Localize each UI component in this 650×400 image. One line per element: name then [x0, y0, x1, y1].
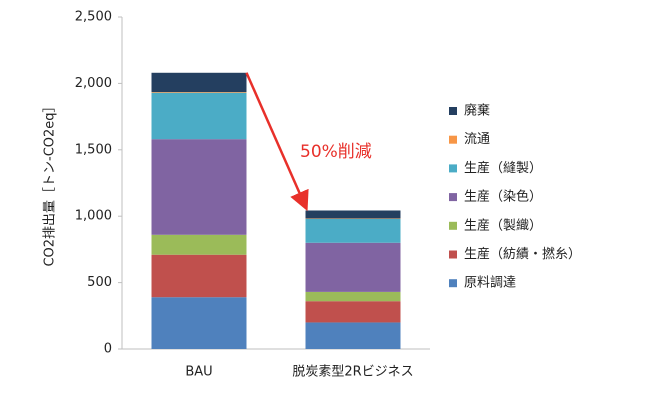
bar-segment: [305, 242, 401, 292]
legend-label: 原料調達: [464, 276, 516, 291]
legend-swatch: [449, 107, 457, 115]
reduction-arrow: [245, 72, 309, 212]
y-tick-label: 2,500: [75, 10, 112, 25]
legend-swatch: [449, 193, 457, 202]
bar-segment: [151, 72, 247, 93]
legend-label: 生産（染色）: [464, 189, 542, 205]
bar-segment: [151, 234, 247, 255]
legend-label: 廃棄: [464, 103, 490, 119]
y-tick-label: 1,500: [75, 142, 112, 157]
legend-label: 生産（製織）: [464, 217, 542, 233]
y-axis-label: CO2排出量［トン-CO2eq］: [43, 99, 58, 266]
y-tick-label: 0: [104, 342, 112, 357]
bar-segment: [151, 92, 247, 93]
legend-label: 生産（縫製）: [464, 160, 542, 176]
x-tick-label: BAU: [185, 365, 212, 380]
bar-segment: [151, 297, 247, 349]
bar-segment: [305, 291, 401, 302]
y-tick-label: 500: [87, 275, 112, 290]
bar-segment: [305, 322, 401, 349]
bar-segment: [151, 92, 247, 140]
bar-segment: [305, 301, 401, 323]
y-tick-label: 1,000: [75, 209, 112, 224]
legend-swatch: [449, 164, 457, 173]
annotation: 50%削減: [300, 142, 372, 162]
bar-segment: [305, 210, 401, 219]
bar-segment: [305, 218, 401, 243]
bar-segment: [151, 254, 247, 298]
legend-swatch: [449, 135, 457, 144]
legend-swatch: [449, 250, 457, 259]
bar-segment: [151, 139, 247, 235]
y-tick-label: 2,000: [75, 76, 112, 91]
legend-swatch: [449, 279, 457, 288]
legend-label: 流通: [464, 132, 490, 147]
legend-swatch: [449, 221, 457, 230]
x-tick-label: 脱炭素型2Rビジネス: [292, 365, 413, 380]
legend-label: 生産（紡績・撚糸）: [464, 246, 581, 262]
